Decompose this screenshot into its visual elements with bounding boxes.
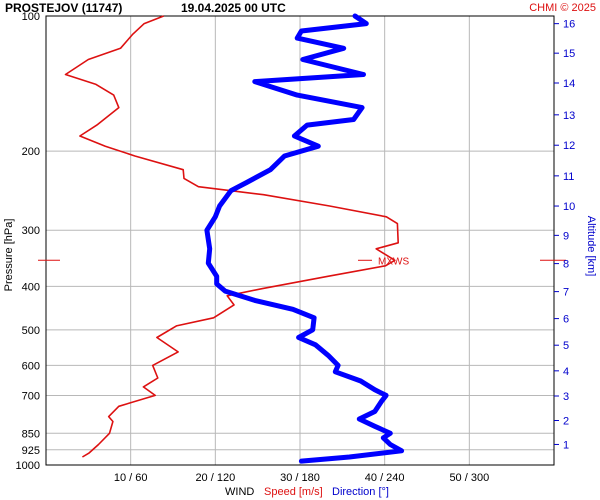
speed-axis-label: Speed [m/s] [264,486,323,498]
altitude-tick-label: 10 [563,201,575,213]
altitude-tick-label: 6 [563,314,569,326]
station-title: PROSTEJOV (11747) [5,1,122,15]
pressure-tick-label: 400 [22,281,40,293]
datetime-title: 19.04.2025 00 UTC [181,1,286,15]
altitude-tick-label: 2 [563,416,569,428]
wind-tick-label: 40 / 240 [365,472,405,484]
direction-series-line [204,13,405,464]
altitude-tick-label: 9 [563,230,569,242]
altitude-tick-label: 12 [563,140,575,152]
pressure-axis-label: Pressure [hPa] [3,219,15,292]
direction-axis-label: Direction [°] [332,486,389,498]
wind-tick-label: 30 / 180 [280,472,320,484]
altitude-tick-label: 4 [563,366,569,378]
pressure-tick-label: 925 [22,445,40,457]
pressure-tick-label: 300 [22,225,40,237]
pressure-tick-label: 850 [22,428,40,440]
altitude-tick-label: 1 [563,439,569,451]
pressure-tick-label: 1000 [16,460,40,472]
wind-axis-label: WIND [225,486,254,498]
wind-tick-label: 50 / 300 [449,472,489,484]
altitude-tick-label: 14 [563,78,575,90]
pressure-tick-label: 500 [22,325,40,337]
altitude-axis-label: Altitude [km] [585,216,597,277]
speed-series-line [64,15,400,458]
pressure-tick-label: 700 [22,390,40,402]
pressure-axis: 100 200 300 400 500 600 700 850 925 1000 [16,11,40,472]
series-layer [64,13,405,464]
altitude-tick-label: 3 [563,391,569,403]
altitude-tick-label: 13 [563,110,575,122]
altitude-tick-label: 11 [563,171,574,183]
altitude-tick-label: 16 [563,19,575,31]
wind-tick-label: 10 / 60 [114,472,148,484]
copyright-label: CHMI © 2025 [529,2,596,14]
pressure-tick-label: 100 [22,11,40,23]
pressure-tick-label: 600 [22,360,40,372]
altitude-tick-label: 7 [563,287,569,299]
altitude-tick-label: 8 [563,259,569,271]
pressure-tick-label: 200 [22,146,40,158]
altitude-tick-label: 15 [563,48,575,60]
altitude-tick-label: 5 [563,340,569,352]
wind-tick-label: 20 / 120 [195,472,235,484]
wind-axis: 10 / 60 20 / 120 30 / 180 40 / 240 50 / 300 [114,472,489,484]
plot-frame [45,15,555,466]
